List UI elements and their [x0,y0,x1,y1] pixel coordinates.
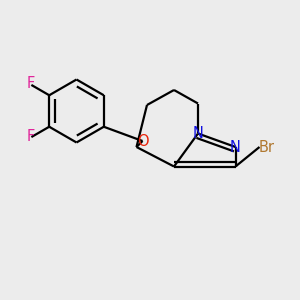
Text: Br: Br [259,140,275,154]
Text: O: O [137,134,148,148]
Text: N: N [193,126,203,141]
Text: F: F [27,76,35,92]
Text: N: N [230,140,241,154]
Text: F: F [27,129,35,144]
